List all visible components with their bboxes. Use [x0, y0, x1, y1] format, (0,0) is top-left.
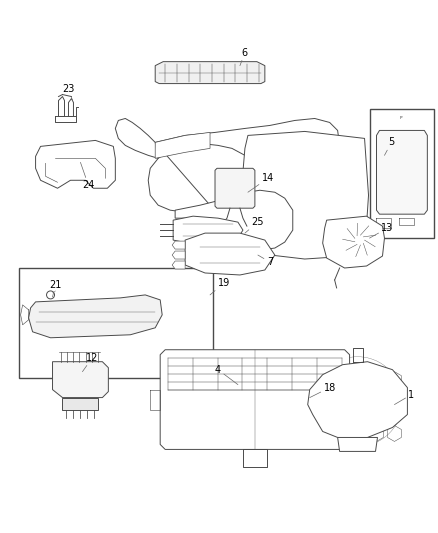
Text: 13: 13 [370, 223, 394, 238]
Polygon shape [172, 261, 185, 269]
Text: 12: 12 [82, 353, 99, 372]
Bar [19, 268, 213, 378]
Text: 14: 14 [248, 173, 274, 192]
Polygon shape [115, 118, 158, 158]
Text: 1: 1 [395, 390, 414, 405]
Polygon shape [175, 190, 293, 250]
Polygon shape [28, 295, 162, 338]
Polygon shape [173, 216, 243, 244]
Text: 19: 19 [210, 278, 230, 295]
Polygon shape [155, 132, 210, 158]
Bar [223, 176, 247, 200]
Polygon shape [172, 241, 185, 249]
Text: 4: 4 [215, 365, 238, 385]
Text: 25: 25 [245, 217, 264, 233]
Polygon shape [338, 438, 378, 451]
Text: 23: 23 [62, 84, 74, 101]
Polygon shape [172, 251, 185, 259]
Polygon shape [35, 140, 115, 188]
Text: 7: 7 [258, 255, 273, 267]
Bar [370, 109, 434, 238]
Polygon shape [241, 132, 368, 259]
Polygon shape [323, 216, 385, 268]
Text: 18: 18 [310, 383, 336, 398]
Polygon shape [155, 62, 265, 84]
Text: 6: 6 [240, 47, 248, 66]
Text: ᴾ: ᴾ [400, 117, 403, 124]
Polygon shape [185, 233, 275, 275]
Polygon shape [308, 362, 407, 439]
Polygon shape [53, 362, 108, 398]
Text: 21: 21 [49, 280, 62, 297]
Polygon shape [148, 118, 339, 224]
Text: 24: 24 [81, 163, 95, 190]
Circle shape [46, 291, 54, 299]
Polygon shape [63, 398, 99, 409]
Polygon shape [215, 168, 255, 208]
Polygon shape [377, 131, 427, 214]
Text: 5: 5 [385, 138, 395, 155]
Polygon shape [160, 350, 350, 449]
